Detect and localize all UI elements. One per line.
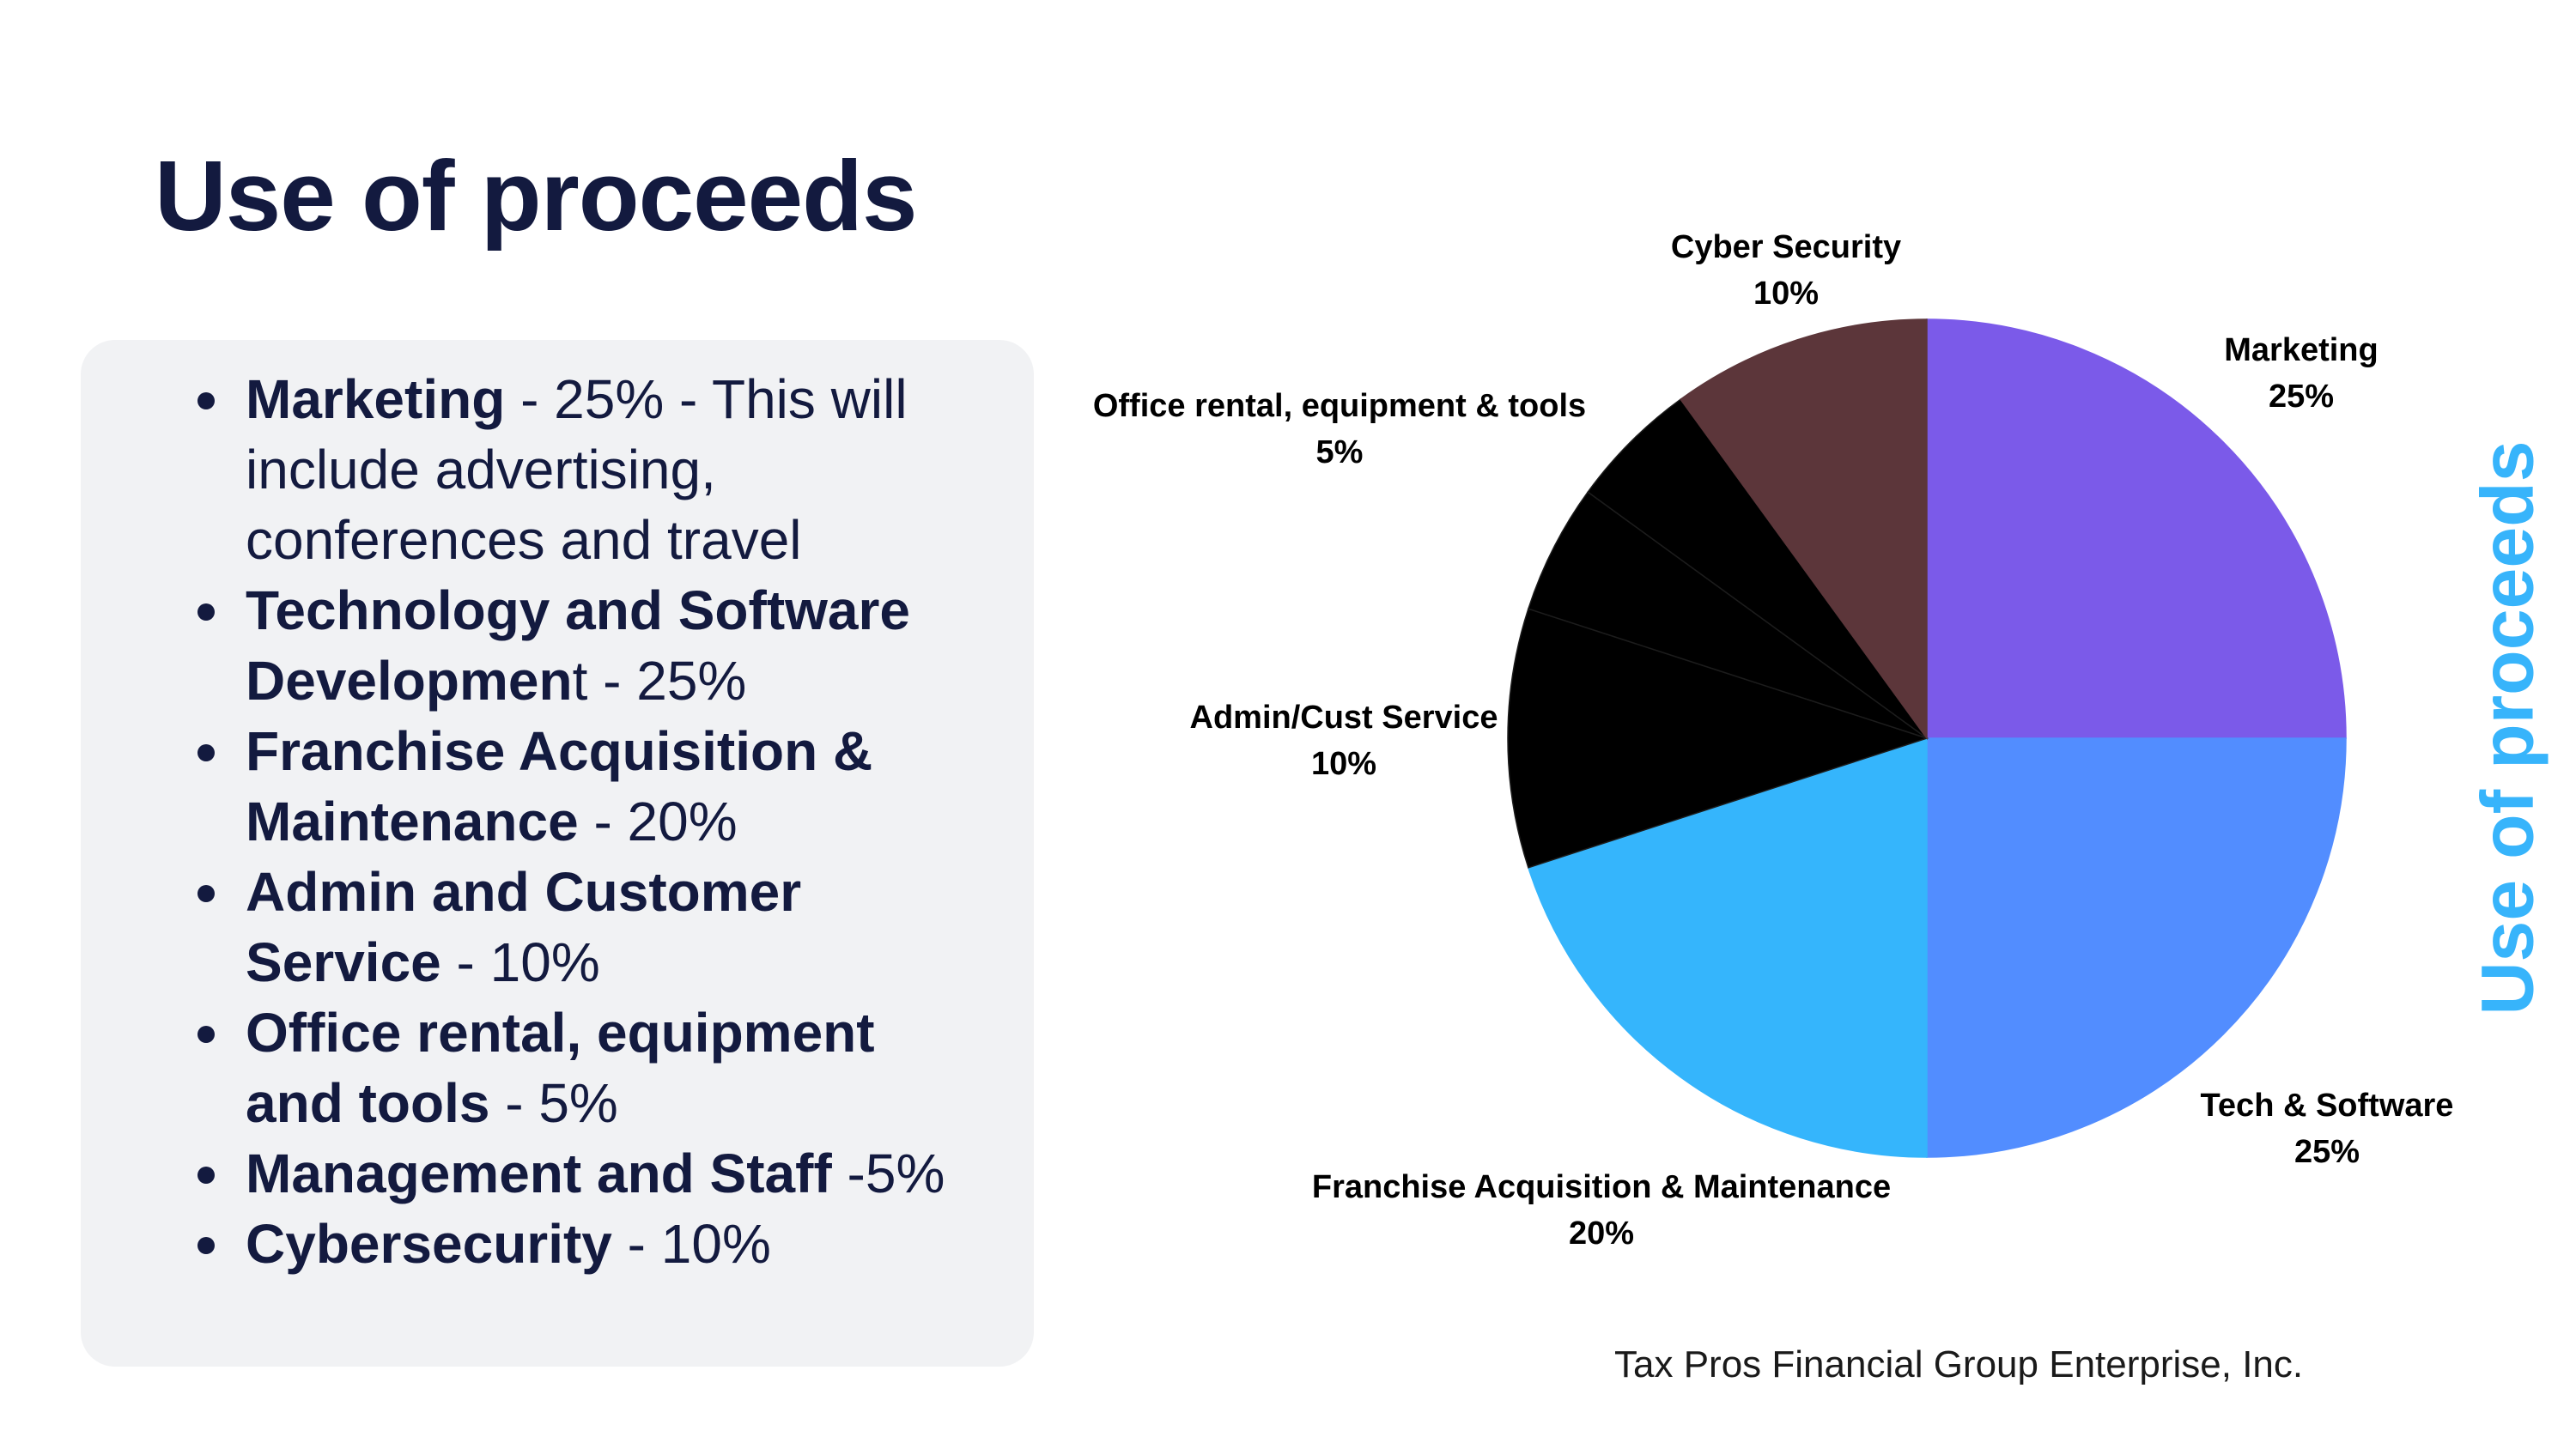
bullet-item: Management and Staff -5% [165, 1138, 972, 1209]
slice-value-label: 25% [2269, 379, 2334, 415]
bullet-item: Admin and Customer Service - 10% [165, 857, 972, 997]
slice-value-label: 25% [2294, 1134, 2360, 1170]
bullet-detail-text: - 25% - This will include advertising, c… [246, 368, 908, 571]
bullet-detail-text: - 20% [578, 791, 738, 852]
page-title: Use of proceeds [155, 140, 918, 252]
side-title: Use of proceeds [2466, 440, 2549, 1016]
slice-value-label: 10% [1753, 276, 1819, 312]
slice-value-label: 20% [1569, 1216, 1634, 1252]
bullet-panel [81, 340, 1034, 1367]
bullet-bold-text: Marketing [246, 368, 506, 430]
slice-label: Cyber Security [1671, 229, 1901, 265]
bullet-detail-text: - 5% [489, 1072, 618, 1134]
slice-value-label: 10% [1311, 746, 1376, 782]
bullet-item: Office rental, equipment and tools - 5% [165, 997, 972, 1138]
bullet-bold-text: Franchise Acquisition & Maintenance [246, 720, 873, 852]
slice-label: Franchise Acquisition & Maintenance [1312, 1169, 1891, 1205]
bullet-bold-text: Cybersecurity [246, 1213, 612, 1275]
bullet-item: Technology and Software Development - 25… [165, 575, 972, 716]
slice-value-label: 5% [1316, 434, 1364, 470]
bullet-bold-text: Technology and Software Developmen [246, 579, 910, 712]
slice-label: Marketing [2224, 332, 2378, 368]
slice-label: Tech & Software [2201, 1088, 2454, 1124]
pie-slice [1587, 398, 1928, 739]
pie-slice [1527, 491, 1928, 739]
bullet-detail-text: - 10% [611, 1213, 771, 1275]
slice-label: Admin/Cust Service [1190, 700, 1498, 736]
bullet-detail-text: - 10% [440, 931, 600, 993]
bullet-detail-text: -5% [831, 1143, 945, 1204]
pie-slice [1680, 318, 1928, 741]
pie-slice [1507, 608, 1929, 869]
pie-slice [1926, 318, 2347, 739]
bullet-bold-text: Admin and Customer Service [246, 861, 802, 993]
footer-company-name: Tax Pros Financial Group Enterprise, Inc… [1614, 1343, 2304, 1385]
bullet-item: Cybersecurity - 10% [165, 1209, 972, 1279]
slice-label: Office rental, equipment & tools [1093, 388, 1586, 424]
pie-slice [1527, 737, 1928, 1158]
bullet-bold-text: Office rental, equipment and tools [246, 1002, 875, 1134]
pie-slice [1926, 737, 2347, 1158]
bullet-list: Marketing - 25% - This will include adve… [165, 364, 972, 1279]
bullet-bold-text: Management and Staff [246, 1143, 832, 1204]
bullet-item: Franchise Acquisition & Maintenance - 20… [165, 716, 972, 857]
bullet-item: Marketing - 25% - This will include adve… [165, 364, 972, 575]
bullet-detail-text: t - 25% [572, 650, 747, 712]
